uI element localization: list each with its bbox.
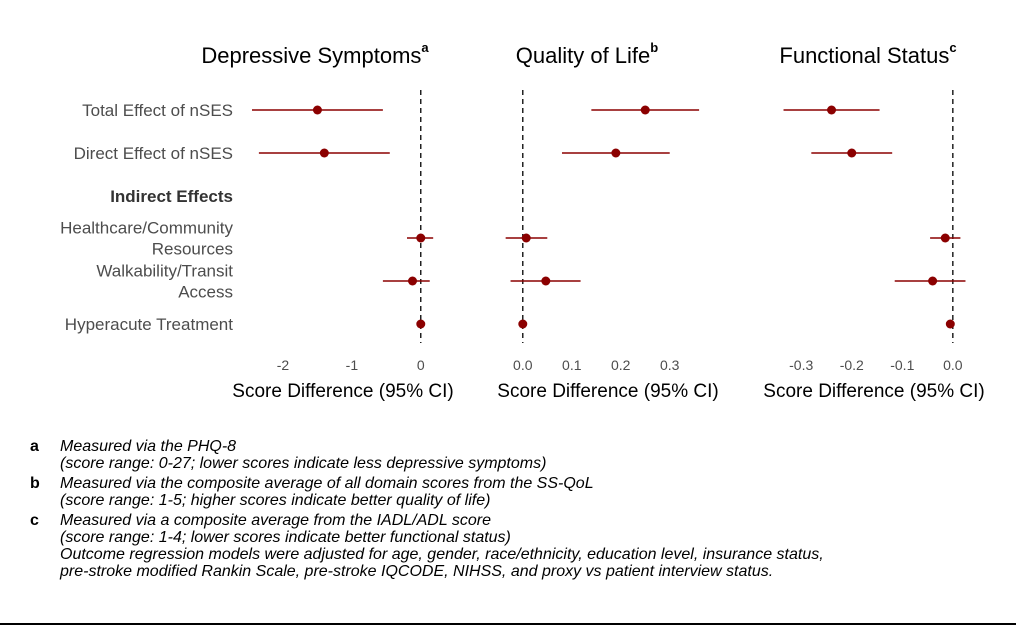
row-label: Total Effect of nSES: [82, 101, 233, 120]
point-estimate: [827, 105, 837, 115]
footnote-line: (score range: 1-5; higher scores indicat…: [60, 492, 491, 509]
point-estimate: [416, 319, 426, 329]
point-estimate: [541, 276, 551, 286]
row-label: Walkability/Transit: [96, 262, 233, 281]
footnote-text: Measured via a composite average from th…: [60, 512, 1010, 546]
footnote-line: Outcome regression models were adjusted …: [60, 546, 824, 563]
footnote-text: Outcome regression models were adjusted …: [60, 546, 1010, 580]
point-estimate: [847, 148, 857, 158]
footnote: a Measured via the PHQ-8 (score range: 0-2…: [30, 438, 1010, 472]
footnote-text: Measured via the composite average of al…: [60, 475, 1010, 509]
footnotes: a Measured via the PHQ-8 (score range: 0-2…: [30, 438, 1010, 580]
footnote-line: (score range: 1-4; lower scores indicate…: [60, 529, 511, 546]
point-estimate: [640, 105, 650, 115]
tick-label: 0.3: [660, 357, 680, 373]
footnote-key: a: [30, 438, 39, 455]
panel-title: Functional Statusc: [779, 40, 956, 68]
tick-label: 0.0: [513, 357, 533, 373]
footnote: b Measured via the composite average of a…: [30, 475, 1010, 509]
tick-label: -0.3: [789, 357, 813, 373]
point-estimate: [940, 233, 950, 243]
footnote-line: Measured via the PHQ-8: [60, 438, 237, 455]
row-label: Direct Effect of nSES: [74, 144, 233, 163]
row-label: Resources: [152, 240, 233, 259]
x-axis-label: Score Difference (95% CI): [497, 381, 718, 402]
point-estimate: [518, 319, 528, 329]
row-label: Hyperacute Treatment: [65, 315, 233, 334]
tick-label: -2: [277, 357, 290, 373]
x-axis-label: Score Difference (95% CI): [763, 381, 984, 402]
footnote-key: b: [30, 475, 40, 492]
row-label: Healthcare/Community: [60, 219, 233, 238]
tick-label: -0.1: [890, 357, 914, 373]
footnote-line: pre-stroke modified Rankin Scale, pre-st…: [60, 563, 774, 580]
point-estimate: [416, 233, 426, 243]
row-label: Indirect Effects: [110, 187, 233, 206]
tick-label: -1: [346, 357, 359, 373]
point-estimate: [319, 148, 329, 158]
point-estimate: [408, 276, 418, 286]
tick-label: 0: [417, 357, 425, 373]
footnote-text: Measured via the PHQ-8 (score range: 0-27…: [60, 438, 1010, 472]
panel-title: Quality of Lifeb: [516, 40, 659, 68]
tick-label: 0.2: [611, 357, 631, 373]
bottom-rule: [0, 623, 1016, 625]
tick-label: -0.2: [840, 357, 864, 373]
footnote: Outcome regression models were adjusted …: [30, 546, 1010, 580]
point-estimate: [611, 148, 621, 158]
point-estimate: [521, 233, 531, 243]
footnote: c Measured via a composite average from t…: [30, 512, 1010, 546]
panel-title: Depressive Symptomsa: [201, 40, 429, 68]
point-estimate: [312, 105, 322, 115]
footnote-line: Measured via the composite average of al…: [60, 475, 594, 492]
tick-label: 0.0: [943, 357, 963, 373]
point-estimate: [928, 276, 938, 286]
row-label: Access: [178, 283, 233, 302]
x-axis-label: Score Difference (95% CI): [232, 381, 453, 402]
footnote-line: Measured via a composite average from th…: [60, 512, 492, 529]
footnote-key: c: [30, 512, 39, 529]
point-estimate: [945, 319, 955, 329]
tick-label: 0.1: [562, 357, 582, 373]
footnote-line: (score range: 0-27; lower scores indicat…: [60, 455, 547, 472]
forest-plot-figure: Total Effect of nSES Direct Effect of nSE…: [60, 40, 985, 402]
